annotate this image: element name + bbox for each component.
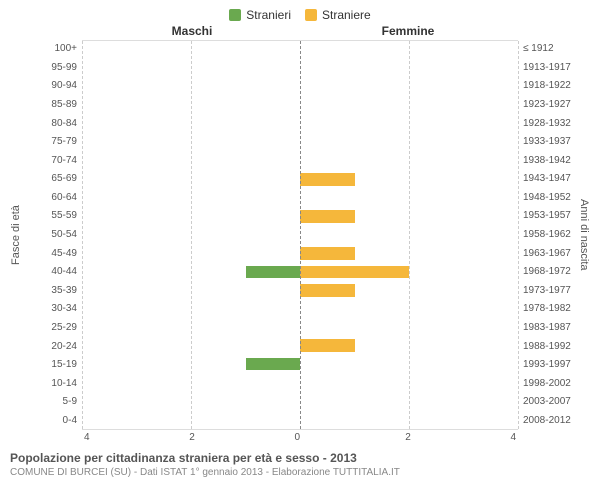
birth-label: 1938-1942 — [523, 151, 571, 170]
age-label: 65-69 — [51, 170, 77, 189]
birth-label: 1978-1982 — [523, 300, 571, 319]
birth-label: 1953-1957 — [523, 207, 571, 226]
birth-label: 1958-1962 — [523, 226, 571, 245]
age-label: 25-29 — [51, 319, 77, 338]
x-tick: 2 — [189, 432, 195, 443]
age-label: 35-39 — [51, 282, 77, 301]
x-tick: 2 — [405, 432, 411, 443]
age-label: 95-99 — [51, 59, 77, 78]
x-axis: 420 024 — [84, 430, 516, 443]
chart-zone: Fasce di età 100+95-9990-9485-8980-8475-… — [10, 40, 590, 430]
x-ticks-right: 024 — [300, 430, 516, 443]
chart-title: Popolazione per cittadinanza straniera p… — [10, 451, 590, 465]
legend-label-female: Straniere — [322, 8, 371, 22]
y-left-title: Fasce di età — [10, 40, 22, 430]
age-label: 30-34 — [51, 300, 77, 319]
birth-label: ≤ 1912 — [523, 40, 554, 59]
y-left-labels: 100+95-9990-9485-8980-8475-7970-7465-696… — [22, 40, 82, 430]
header-right: Femmine — [300, 24, 516, 38]
age-label: 5-9 — [63, 393, 77, 412]
legend-swatch-male — [229, 9, 241, 21]
bar-male — [246, 266, 301, 279]
y-right-title: Anni di nascita — [578, 40, 590, 430]
chart-subtitle: COMUNE DI BURCEI (SU) - Dati ISTAT 1° ge… — [10, 467, 590, 478]
age-label: 75-79 — [51, 133, 77, 152]
x-tick: 4 — [510, 432, 516, 443]
age-label: 0-4 — [63, 412, 77, 431]
age-label: 100+ — [54, 40, 77, 59]
legend: Stranieri Straniere — [10, 8, 590, 22]
legend-swatch-female — [305, 9, 317, 21]
birth-label: 1933-1937 — [523, 133, 571, 152]
birth-label: 2003-2007 — [523, 393, 571, 412]
bar-female — [300, 173, 355, 186]
birth-label: 1928-1932 — [523, 114, 571, 133]
birth-label: 1998-2002 — [523, 374, 571, 393]
legend-item-female: Straniere — [305, 8, 371, 22]
age-label: 10-14 — [51, 374, 77, 393]
birth-label: 1918-1922 — [523, 77, 571, 96]
bar-female — [300, 339, 355, 352]
birth-label: 1948-1952 — [523, 189, 571, 208]
age-label: 60-64 — [51, 189, 77, 208]
birth-label: 1968-1972 — [523, 263, 571, 282]
age-label: 20-24 — [51, 337, 77, 356]
age-label: 90-94 — [51, 77, 77, 96]
bar-male — [246, 358, 301, 371]
legend-label-male: Stranieri — [246, 8, 291, 22]
birth-label: 1943-1947 — [523, 170, 571, 189]
bar-female — [300, 247, 355, 260]
chart-container: Stranieri Straniere Maschi Femmine Fasce… — [0, 0, 600, 500]
birth-label: 1923-1927 — [523, 96, 571, 115]
legend-item-male: Stranieri — [229, 8, 291, 22]
age-label: 15-19 — [51, 356, 77, 375]
bar-female — [300, 266, 409, 279]
y-right-labels: ≤ 19121913-19171918-19221923-19271928-19… — [518, 40, 578, 430]
x-tick: 4 — [84, 432, 90, 443]
bar-female — [300, 284, 355, 297]
titles: Popolazione per cittadinanza straniera p… — [10, 451, 590, 478]
bar-female — [300, 210, 355, 223]
birth-label: 1983-1987 — [523, 319, 571, 338]
age-label: 40-44 — [51, 263, 77, 282]
birth-label: 1963-1967 — [523, 244, 571, 263]
birth-label: 2008-2012 — [523, 412, 571, 431]
age-label: 55-59 — [51, 207, 77, 226]
x-ticks-left: 420 — [84, 430, 300, 443]
birth-label: 1973-1977 — [523, 282, 571, 301]
age-label: 80-84 — [51, 114, 77, 133]
column-headers: Maschi Femmine — [84, 24, 516, 38]
birth-label: 1988-1992 — [523, 337, 571, 356]
header-left: Maschi — [84, 24, 300, 38]
birth-label: 1993-1997 — [523, 356, 571, 375]
birth-label: 1913-1917 — [523, 59, 571, 78]
age-label: 45-49 — [51, 244, 77, 263]
age-label: 50-54 — [51, 226, 77, 245]
age-label: 85-89 — [51, 96, 77, 115]
age-label: 70-74 — [51, 151, 77, 170]
plot-area — [82, 40, 518, 430]
